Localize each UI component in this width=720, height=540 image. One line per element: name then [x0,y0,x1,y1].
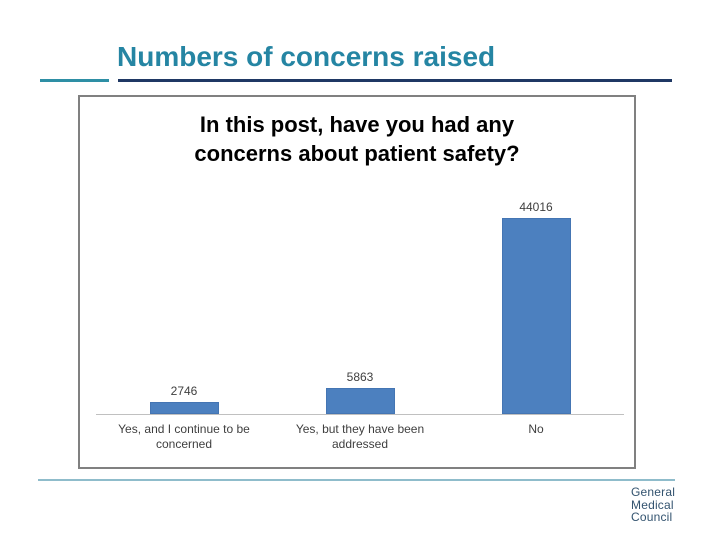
chart-title-line-1: In this post, have you had any [199,112,515,137]
data-label: 44016 [519,200,553,214]
category-label: Yes, but they have been addressed [295,422,425,451]
x-axis-line [96,414,624,415]
gmc-logo-line-1: General [631,485,676,499]
category-label: No [528,422,544,436]
category-label: Yes, and I continue to be concerned [118,422,250,451]
chart-title-line-2: concerns about patient safety? [194,141,520,166]
bar-series: 2746 5863 44016 [96,200,624,414]
bar-no [501,218,571,414]
gmc-logo-line-2: Medical [631,497,674,512]
header-rule [118,79,672,82]
bar-yes-addressed [325,388,395,414]
gmc-logo-line-3: Council [631,510,673,524]
bar-yes-concerned [149,402,219,414]
header-accent-rule [40,79,109,82]
bar-group-no: 44016 [448,200,624,414]
chart-title: In this post, have you had any concerns … [147,110,567,168]
page-title: Numbers of concerns raised [117,41,496,72]
x-axis-labels: Yes, and I continue to be concerned Yes,… [96,422,624,452]
gmc-logo: General Medical Council [631,486,675,524]
plot-area: 2746 5863 44016 [96,200,624,415]
bar-group-yes-addressed: 5863 [272,370,448,414]
data-label: 5863 [346,370,374,384]
footer-rule [38,479,675,481]
bar-group-yes-concerned: 2746 [96,384,272,414]
data-label: 2746 [170,384,198,398]
bar-chart: In this post, have you had any concerns … [78,95,636,469]
